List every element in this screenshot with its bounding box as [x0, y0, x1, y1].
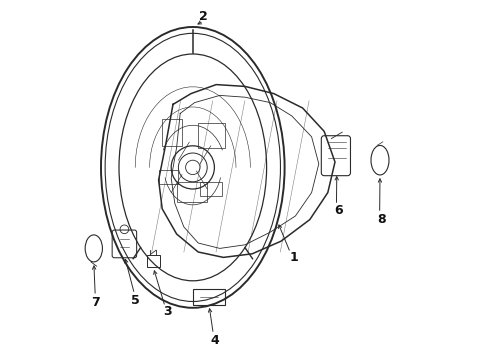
Text: 5: 5: [131, 294, 140, 307]
Bar: [147, 255, 160, 267]
Text: 2: 2: [199, 10, 208, 23]
Bar: [159, 170, 178, 184]
Bar: [193, 289, 225, 305]
Text: 6: 6: [334, 204, 343, 217]
Bar: [176, 182, 207, 202]
Bar: [162, 119, 182, 146]
Bar: [200, 182, 221, 196]
Text: 7: 7: [91, 296, 100, 309]
Text: 1: 1: [289, 251, 298, 264]
Text: 3: 3: [163, 305, 172, 318]
Text: 8: 8: [377, 213, 386, 226]
Text: 4: 4: [210, 334, 219, 347]
Bar: [198, 123, 225, 148]
